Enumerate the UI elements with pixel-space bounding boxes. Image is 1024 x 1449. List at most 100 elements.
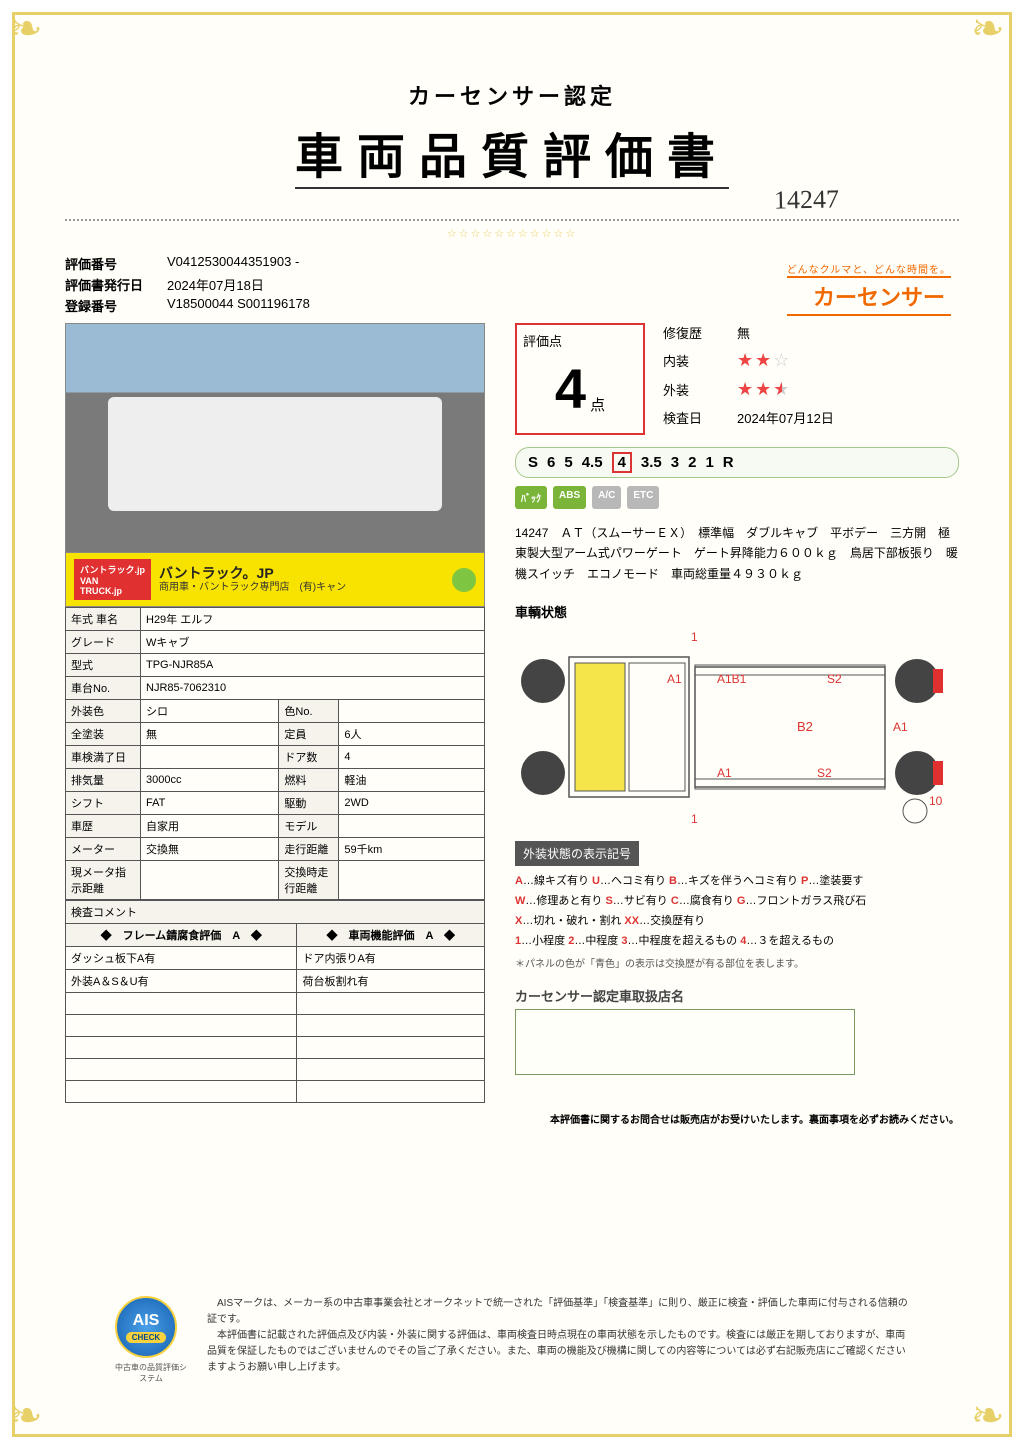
spec-value: TPG-NJR85A (141, 654, 485, 677)
footer-text: AISマークは、メーカー系の中古車事業会社とオークネットで統一された「評価基準」… (207, 1296, 909, 1376)
spec-value: NJR85-7062310 (141, 677, 485, 700)
spec-value: H29年 エルフ (141, 608, 485, 631)
feature-badge: A/C (592, 486, 621, 509)
spec-value (141, 746, 279, 769)
divider (65, 219, 959, 221)
svg-text:A1B1: A1B1 (717, 672, 747, 686)
score-unit: 点 (590, 394, 605, 415)
corner-ornament: ❧ (9, 1396, 53, 1440)
feature-badge: ETC (627, 486, 659, 509)
grade-scale-item: S (528, 454, 538, 471)
feature-badge: ABS (553, 486, 586, 509)
grade-scale-item: 5 (564, 454, 572, 471)
spec-label: 年式 車名 (66, 608, 141, 631)
svg-text:A1: A1 (717, 766, 732, 780)
comment-cell: ドア内張りA有 (297, 947, 485, 970)
spec-label: ドア数 (279, 746, 339, 769)
ais-check: CHECK (126, 1332, 166, 1343)
spec-label: 色No. (279, 700, 339, 723)
spec-label: 車台No. (66, 677, 141, 700)
grade-scale-item: R (723, 454, 734, 471)
comment-cell (297, 1037, 485, 1059)
comment-cell (297, 993, 485, 1015)
grade-scale-item: 4 (612, 452, 632, 473)
legend-line: A…線キズ有り U…ヘコミ有り B…キズを伴うヘコミ有り P…塗装要す (515, 872, 959, 892)
spec-label: 全塗装 (66, 723, 141, 746)
grade-scale-item: 1 (705, 454, 713, 471)
interior-stars: ★★☆ (737, 350, 791, 371)
spec-value: 3000cc (141, 769, 279, 792)
corner-ornament: ❧ (9, 9, 53, 53)
score-label: 評価点 (523, 331, 637, 350)
reg-no: V18500044 S001196178 (167, 296, 310, 315)
svg-text:S2: S2 (827, 672, 842, 686)
spec-value: 2WD (339, 792, 485, 815)
legend-line: W…修理あと有り S…サビ有り C…腐食有り G…フロントガラス飛び石 (515, 892, 959, 912)
legend-line: 1…小程度 2…中程度 3…中程度を超えるもの 4…３を超えるもの (515, 932, 959, 952)
svg-text:S2: S2 (817, 766, 832, 780)
score-box: 評価点 4点 (515, 323, 645, 435)
dealer-label: カーセンサー認定車取扱店名 (515, 986, 959, 1005)
feature-badges: ﾊﾞｯｸ ABS A/C ETC (515, 486, 959, 509)
spec-value: 6人 (339, 723, 485, 746)
feature-badge: ﾊﾞｯｸ (515, 486, 547, 509)
eval-no: V0412530044351903 - (167, 254, 299, 273)
mark: 1 (691, 630, 698, 644)
handwritten-number: 14247 (774, 184, 840, 215)
issue-date: 2024年07月18日 (167, 275, 264, 294)
svg-text:10: 10 (929, 794, 943, 808)
svg-text:1: 1 (691, 812, 698, 826)
spec-label: 排気量 (66, 769, 141, 792)
doc-title: 車両品質評価書 (295, 117, 729, 189)
grade-scale-item: 6 (547, 454, 555, 471)
comment-cell (66, 1081, 297, 1103)
spec-value (339, 861, 485, 900)
vehicle-description: 14247 ＡＴ（スムーサーＥＸ） 標準幅 ダブルキャブ 平ボデー 三方開 極東… (515, 523, 959, 584)
repair-label: 修復歴 (663, 323, 723, 342)
ais-subtitle: 中古車の品質評価システム (115, 1362, 187, 1384)
inspect-date: 2024年07月12日 (737, 408, 834, 427)
spec-table: 年式 車名H29年 エルフグレードWキャブ型式TPG-NJR85A車台No.NJ… (65, 607, 485, 900)
corner-ornament: ❧ (971, 9, 1015, 53)
legend-body: A…線キズ有り U…ヘコミ有り B…キズを伴うヘコミ有り P…塗装要すW…修理あ… (515, 872, 959, 951)
brand-tagline: どんなクルマと、どんな時間を。 (787, 261, 951, 276)
brand-logo: どんなクルマと、どんな時間を。 カーセンサー (787, 261, 951, 316)
ais-text: AIS (133, 1312, 160, 1330)
comment-cell (297, 1015, 485, 1037)
legend-note: ＊パネルの色が「青色」の表示は交換歴が有る部位を表します。 (515, 955, 959, 970)
diagram-title: 車輌状態 (515, 602, 959, 621)
spec-value: 自家用 (141, 815, 279, 838)
comment-cell (297, 1059, 485, 1081)
vantruck-logo: バントラック.jp VAN TRUCK.jp (74, 559, 151, 600)
ais-badge: AIS CHECK 中古車の品質評価システム (115, 1296, 187, 1384)
issue-label: 評価書発行日 (65, 275, 155, 294)
corner-ornament: ❧ (971, 1396, 1015, 1440)
spec-label: 外装色 (66, 700, 141, 723)
comment-cell: 荷台板割れ有 (297, 970, 485, 993)
score-value: 4 (555, 356, 586, 421)
spec-value (339, 700, 485, 723)
comment-cell (66, 1037, 297, 1059)
leaf-icon (452, 568, 476, 592)
vehicle-diagram: 1 A1 A1B1 S2 B2 A1 A1 S2 1 10 (515, 627, 959, 827)
spec-value: 4 (339, 746, 485, 769)
spec-value (141, 861, 279, 900)
spec-value: シロ (141, 700, 279, 723)
spec-label: メーター (66, 838, 141, 861)
spec-label: シフト (66, 792, 141, 815)
reg-label: 登録番号 (65, 296, 155, 315)
spec-label: 車歴 (66, 815, 141, 838)
svg-text:A1: A1 (893, 720, 908, 734)
spec-value: 無 (141, 723, 279, 746)
grade-scale-item: 2 (688, 454, 696, 471)
comment-cell: ダッシュ板下A有 (66, 947, 297, 970)
spec-value: 59千km (339, 838, 485, 861)
interior-label: 内装 (663, 351, 723, 370)
function-eval-header: ◆ 車両機能評価 A ◆ (297, 924, 485, 947)
dealer-box (515, 1009, 855, 1075)
spec-value (339, 815, 485, 838)
exterior-label: 外装 (663, 380, 723, 399)
spec-label: 交換時走行距離 (279, 861, 339, 900)
spec-label: 車検満了日 (66, 746, 141, 769)
inspect-label: 検査日 (663, 408, 723, 427)
